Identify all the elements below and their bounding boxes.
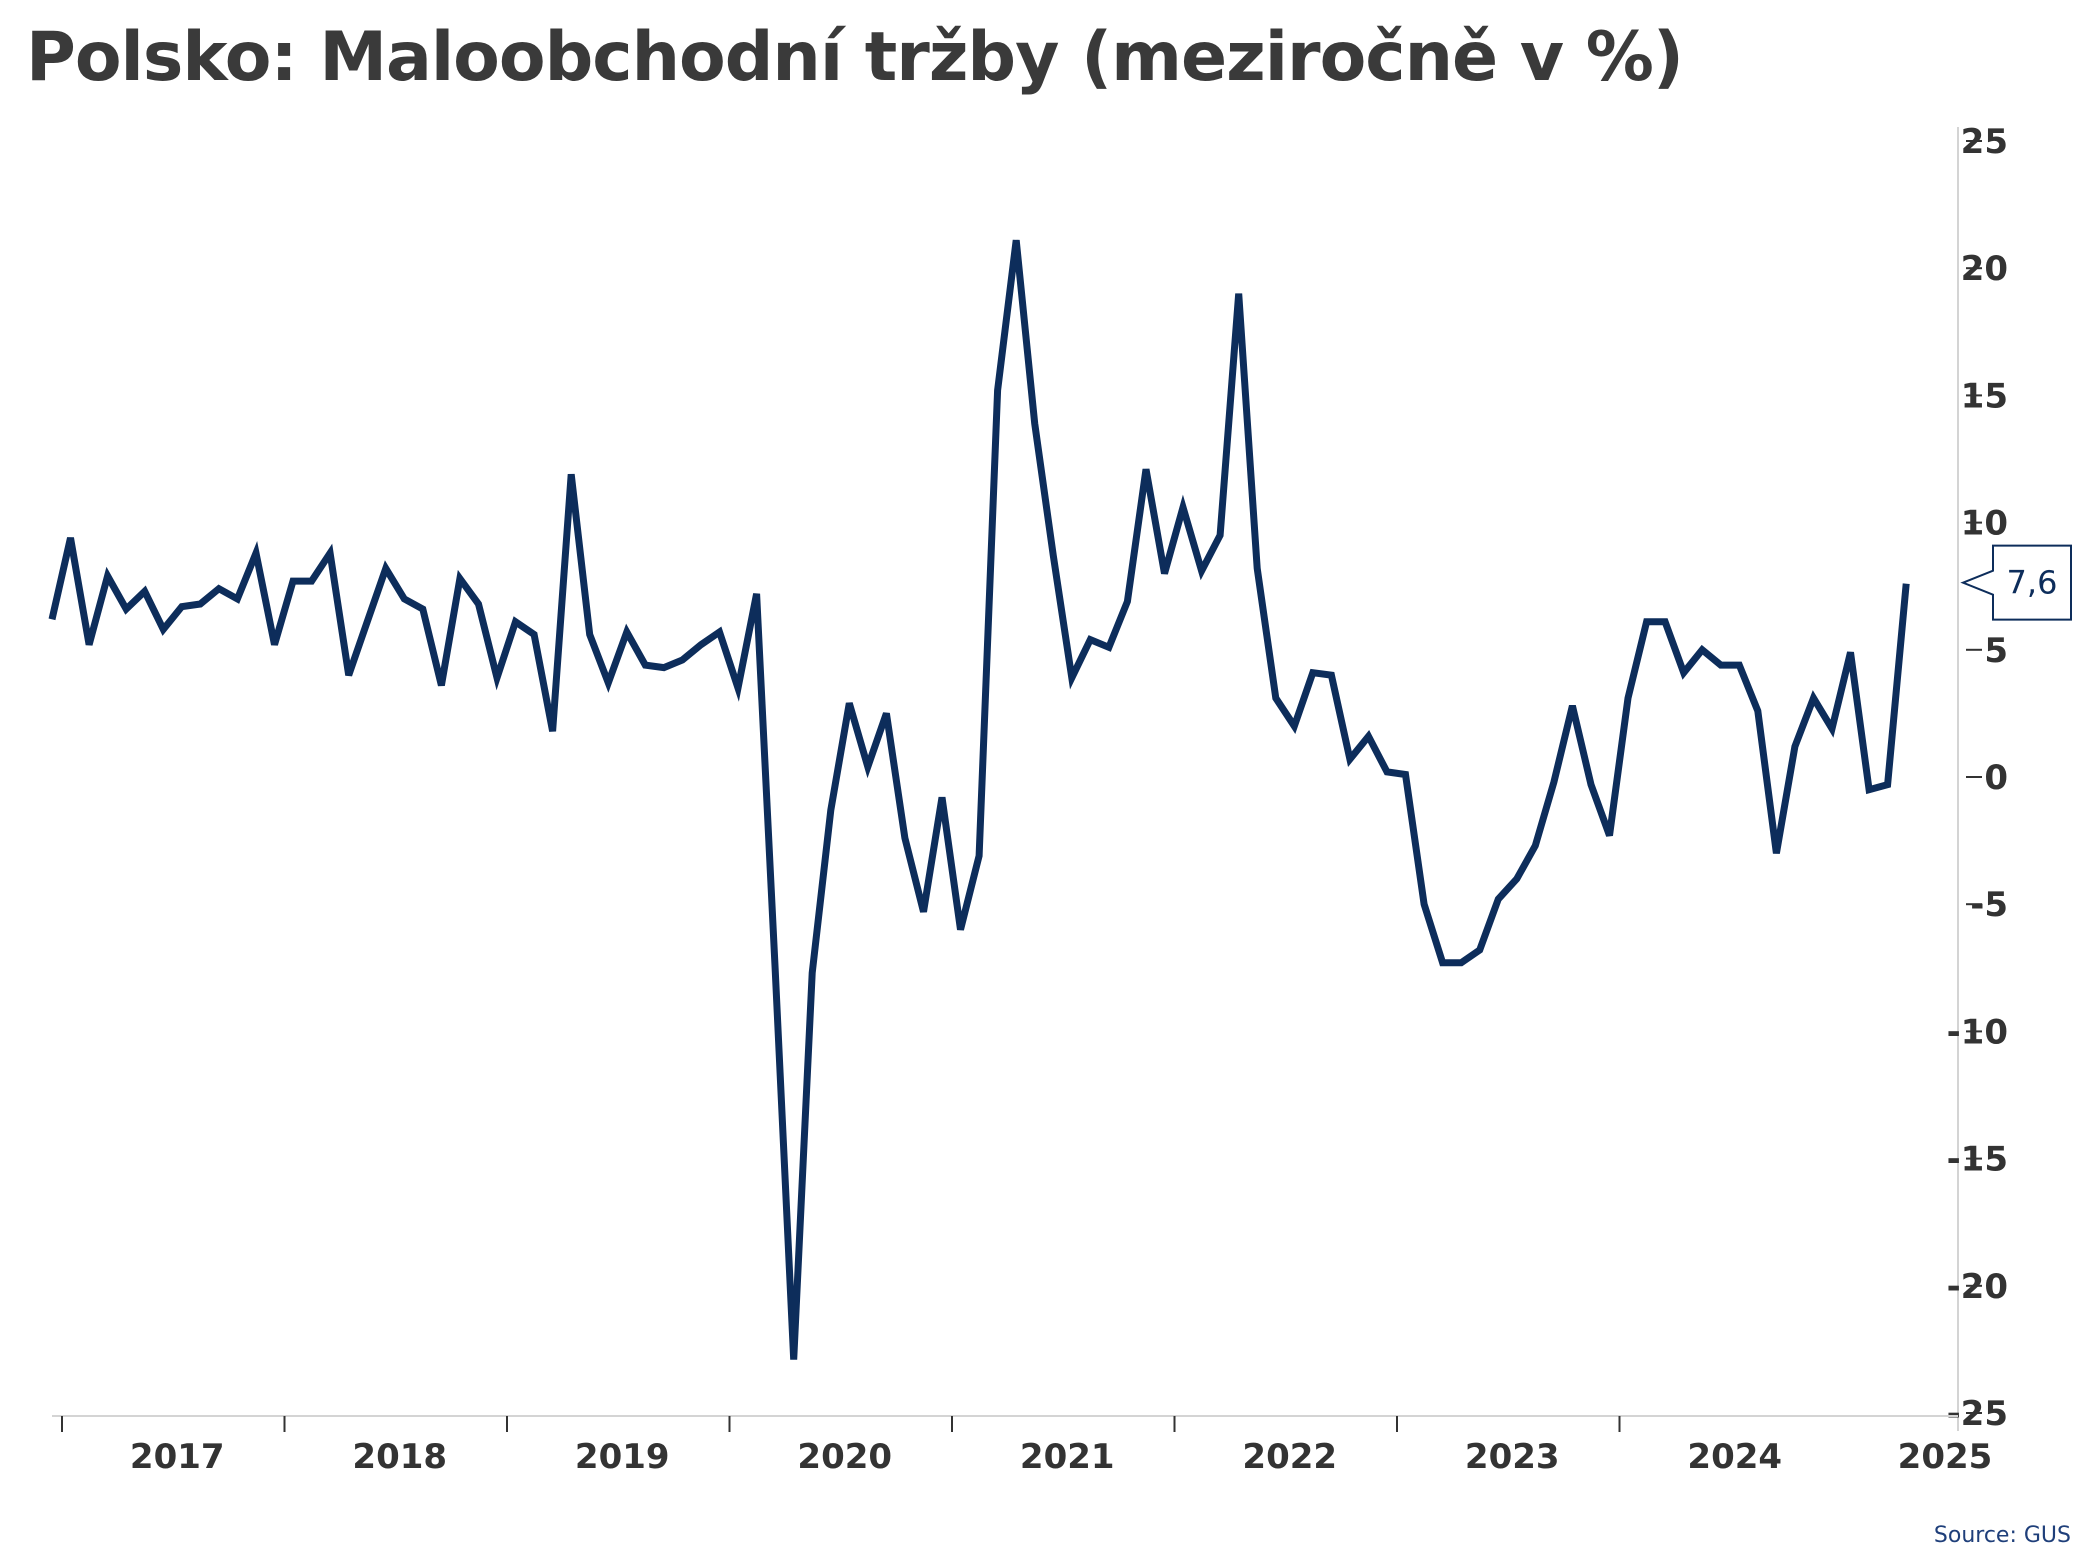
y-tick-label: 10: [1961, 504, 2008, 544]
y-tick-label: 5: [1984, 631, 2008, 671]
y-tick-label: -20: [1947, 1267, 2008, 1307]
callout-box: [1960, 544, 2072, 621]
y-tick-label: 15: [1961, 376, 2008, 416]
series-points: [51, 240, 1907, 1360]
series-layer: [48, 239, 1910, 1360]
x-tick-label: 2018: [352, 1437, 447, 1477]
source-note: Source: GUS: [1933, 1523, 2071, 1548]
x-tick-label: 2023: [1465, 1437, 1560, 1477]
x-tick-label: 2019: [575, 1437, 670, 1477]
y-tick-label: -25: [1947, 1394, 2008, 1434]
x-tick-label: 2021: [1020, 1437, 1115, 1477]
x-tick-label: 2017: [130, 1437, 225, 1477]
y-tick-label: 25: [1961, 122, 2008, 162]
x-tick-label: 2025: [1898, 1437, 1993, 1477]
x-axis: 2017 2018 2019 2020 2021 2022 2023 2024 2025: [52, 1415, 1993, 1477]
x-tick-label: 2024: [1687, 1437, 1782, 1477]
last-value-callout: 7,6: [1960, 544, 2072, 621]
y-tick-label: -10: [1947, 1012, 2008, 1052]
series-line: [48, 239, 1910, 1360]
y-tick-label: -15: [1947, 1140, 2008, 1180]
callout-value: 7,6: [2007, 564, 2058, 602]
y-tick-label: 0: [1984, 758, 2008, 798]
y-axis: 25 20 15 10 5 0 -5 -10 -15 -20 -25: [1947, 122, 2008, 1434]
y-tick-label: 20: [1961, 249, 2008, 289]
x-tick-label: 2020: [797, 1437, 892, 1477]
x-tick-label: 2022: [1242, 1437, 1337, 1477]
y-tick-label: -5: [1970, 885, 2008, 925]
page-title: Polsko: Maloobchodní tržby (meziročně v …: [26, 18, 1684, 97]
